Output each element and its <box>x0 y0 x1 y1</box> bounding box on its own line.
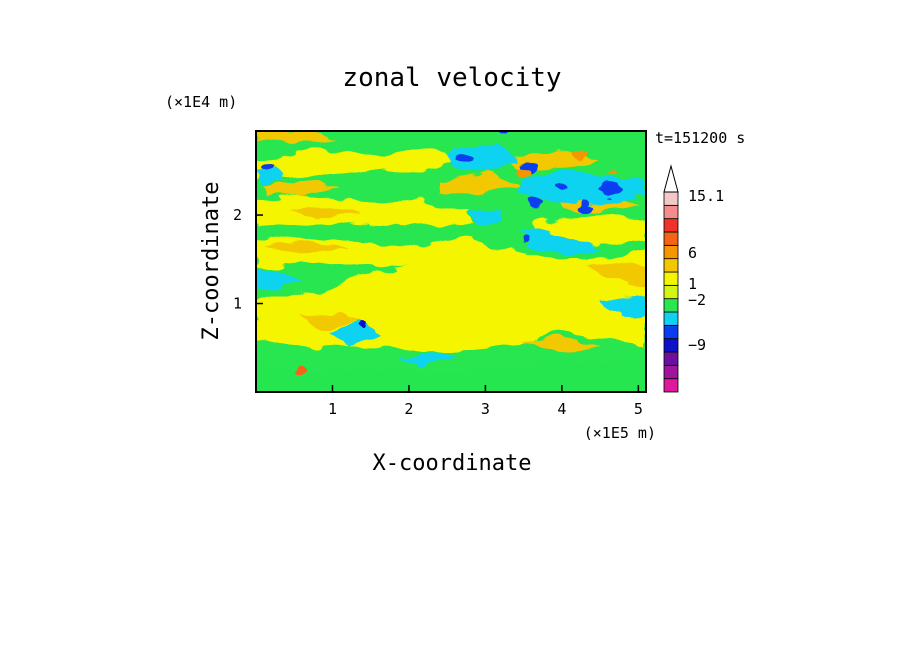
colorbar-label: 15.1 <box>688 187 724 205</box>
x-tick-label: 2 <box>404 400 413 418</box>
colorbar-label: −2 <box>688 291 706 309</box>
x-tick-label: 4 <box>557 400 566 418</box>
y-axis-label: Z-coordinate <box>199 182 224 341</box>
chart-title: zonal velocity <box>342 63 561 93</box>
x-tick-label: 1 <box>328 400 337 418</box>
contour-field <box>256 131 646 392</box>
x-axis-label: X-coordinate <box>373 451 532 476</box>
x-axis-unit: (×1E5 m) <box>584 424 656 442</box>
y-tick-label: 1 <box>233 295 242 313</box>
colorbar-extend-arrow <box>663 164 679 193</box>
colorbar-swatch <box>663 271 679 286</box>
x-axis: 1 2 3 4 5 <box>328 385 643 418</box>
colorbar-swatch <box>663 298 679 313</box>
colorbar-swatch <box>663 244 679 260</box>
colorbar-swatch <box>663 364 679 380</box>
colorbar-swatch <box>663 351 679 366</box>
colorbar-swatch <box>663 204 679 220</box>
colorbar-label: −9 <box>688 336 706 354</box>
colorbar-swatch <box>663 324 679 340</box>
colorbar-swatch <box>663 311 679 326</box>
time-label: t=151200 s <box>655 129 745 147</box>
colorbar-swatch <box>663 338 679 353</box>
colorbar-swatch <box>663 258 679 273</box>
colorbar-label: 1 <box>688 275 697 293</box>
colorbar-swatch <box>663 231 679 246</box>
x-tick-label: 3 <box>481 400 490 418</box>
y-axis: 12 <box>233 206 263 313</box>
colorbar-swatch <box>663 378 679 393</box>
colorbar-label: 6 <box>688 244 697 262</box>
colorbar-swatch <box>663 284 679 300</box>
y-axis-unit: (×1E4 m) <box>165 93 237 111</box>
y-tick-label: 2 <box>233 206 242 224</box>
plot-frame <box>255 130 647 393</box>
colorbar-swatch <box>663 218 679 233</box>
x-tick-label: 5 <box>634 400 643 418</box>
colorbar-swatch <box>663 191 679 206</box>
colorbar: 15.1 6 1−2 −9 <box>663 164 724 393</box>
